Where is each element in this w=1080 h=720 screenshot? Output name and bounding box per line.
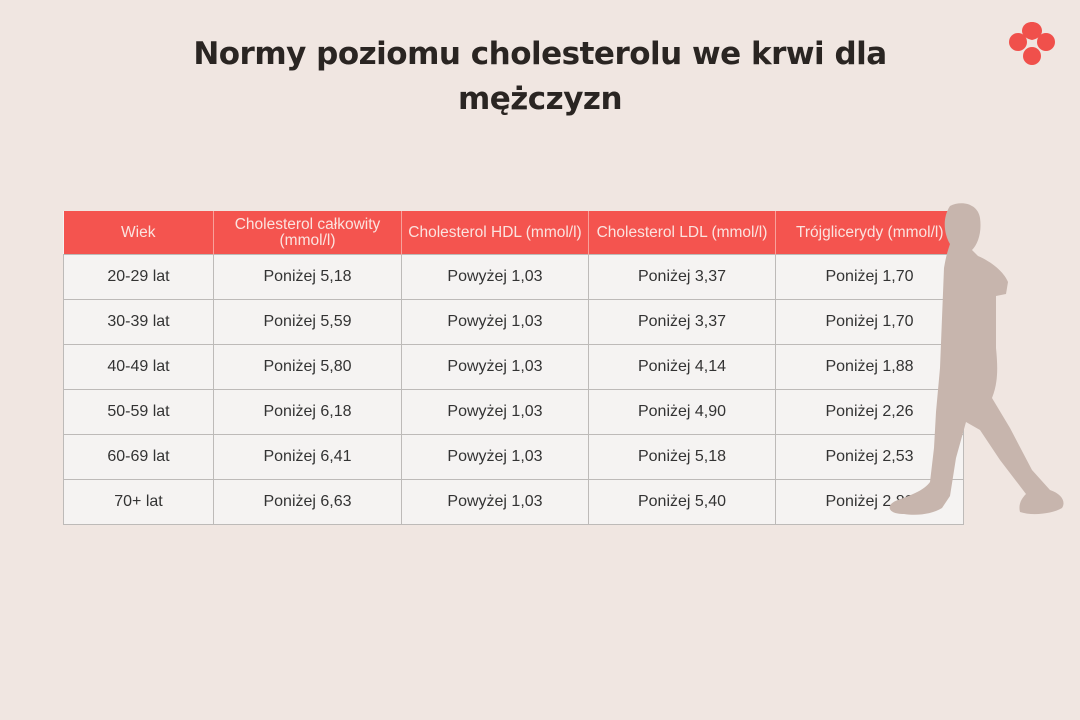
table-row: 30-39 lat Poniżej 5,59 Powyżej 1,03 Poniżej… (63, 299, 964, 345)
cell-total: Poniżej 5,59 (213, 299, 402, 345)
table-row: 20-29 lat Poniżej 5,18 Powyżej 1,03 Poniżej… (63, 254, 964, 300)
cell-age: 40-49 lat (63, 344, 214, 390)
header-triglycerides: Trójglicerydy (mmol/l) (775, 211, 964, 255)
cell-hdl: Powyżej 1,03 (401, 344, 589, 390)
table-row: 70+ lat Poniżej 6,63 Powyżej 1,03 Poniżej 5… (63, 479, 964, 525)
table-row: 60-69 lat Poniżej 6,41 Powyżej 1,03 Poniżej… (63, 434, 964, 480)
cell-ldl: Poniżej 3,37 (588, 299, 776, 345)
cell-total: Poniżej 5,18 (213, 254, 402, 300)
cell-age: 50-59 lat (63, 389, 214, 435)
cell-total: Poniżej 6,41 (213, 434, 402, 480)
table-row: 40-49 lat Poniżej 5,80 Powyżej 1,03 Poniżej… (63, 344, 964, 390)
title-line-2: mężczyzn (457, 81, 623, 117)
walking-man-silhouette-icon (889, 203, 1064, 515)
table-row: 50-59 lat Poniżej 6,18 Powyżej 1,03 Poniżej… (63, 389, 964, 435)
cell-ldl: Poniżej 4,90 (588, 389, 776, 435)
cell-total: Poniżej 6,18 (213, 389, 402, 435)
cell-age: 20-29 lat (63, 254, 214, 300)
cell-ldl: Poniżej 5,18 (588, 434, 776, 480)
cell-ldl: Poniżej 4,14 (588, 344, 776, 390)
table-header-row: Wiek Cholesterol całkowity (mmol/l) Chol… (63, 211, 964, 255)
cholesterol-table: Wiek Cholesterol całkowity (mmol/l) Chol… (63, 211, 964, 525)
cell-age: 30-39 lat (63, 299, 214, 345)
cell-hdl: Powyżej 1,03 (401, 434, 589, 480)
cell-total: Poniżej 5,80 (213, 344, 402, 390)
cell-age: 60-69 lat (63, 434, 214, 480)
cell-age: 70+ lat (63, 479, 214, 525)
header-age: Wiek (63, 211, 214, 255)
cell-trig: Poniżej 2,26 (775, 389, 964, 435)
title-line-1: Normy poziomu cholesterolu we krwi dla (193, 36, 887, 72)
cell-hdl: Powyżej 1,03 (401, 389, 589, 435)
header-total-cholesterol: Cholesterol całkowity (mmol/l) (213, 211, 402, 255)
cell-hdl: Powyżej 1,03 (401, 479, 589, 525)
header-ldl: Cholesterol LDL (mmol/l) (588, 211, 776, 255)
cell-ldl: Poniżej 3,37 (588, 254, 776, 300)
logo-icon (1009, 22, 1055, 65)
cell-hdl: Powyżej 1,03 (401, 299, 589, 345)
cell-total: Poniżej 6,63 (213, 479, 402, 525)
page-title: Normy poziomu cholesterolu we krwi dla m… (0, 32, 1080, 122)
cell-hdl: Powyżej 1,03 (401, 254, 589, 300)
header-hdl: Cholesterol HDL (mmol/l) (401, 211, 589, 255)
cell-ldl: Poniżej 5,40 (588, 479, 776, 525)
